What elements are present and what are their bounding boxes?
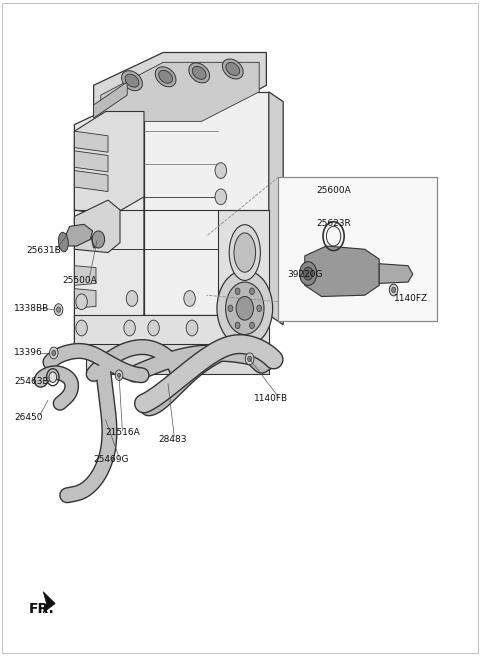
Ellipse shape xyxy=(125,74,139,87)
Ellipse shape xyxy=(159,70,172,83)
Circle shape xyxy=(92,231,105,248)
Polygon shape xyxy=(269,92,283,325)
Circle shape xyxy=(389,284,398,296)
Text: 1140FB: 1140FB xyxy=(254,394,288,403)
Ellipse shape xyxy=(234,233,256,272)
Polygon shape xyxy=(43,592,55,613)
Circle shape xyxy=(236,297,253,320)
Polygon shape xyxy=(144,92,269,315)
Polygon shape xyxy=(74,92,144,348)
Bar xyxy=(278,177,437,321)
Circle shape xyxy=(54,304,63,316)
Circle shape xyxy=(228,305,233,312)
Polygon shape xyxy=(74,151,108,172)
Text: 25623R: 25623R xyxy=(317,218,351,228)
Circle shape xyxy=(184,291,195,306)
Text: 1338BB: 1338BB xyxy=(14,304,49,313)
Circle shape xyxy=(76,294,87,310)
Ellipse shape xyxy=(59,232,68,252)
Circle shape xyxy=(300,262,317,285)
Polygon shape xyxy=(74,200,120,253)
Text: 1140FZ: 1140FZ xyxy=(394,294,428,303)
Circle shape xyxy=(235,288,240,295)
Text: 25631B: 25631B xyxy=(26,246,61,255)
Polygon shape xyxy=(62,224,93,246)
Polygon shape xyxy=(86,344,269,374)
Circle shape xyxy=(215,163,227,178)
Circle shape xyxy=(126,291,138,306)
Ellipse shape xyxy=(229,224,261,281)
Text: FR.: FR. xyxy=(29,602,55,616)
Circle shape xyxy=(257,305,262,312)
Ellipse shape xyxy=(192,66,206,79)
Ellipse shape xyxy=(155,67,176,87)
Circle shape xyxy=(392,287,396,293)
Circle shape xyxy=(124,320,135,336)
Circle shape xyxy=(57,307,60,312)
Circle shape xyxy=(118,373,120,377)
Circle shape xyxy=(148,320,159,336)
Text: 25600A: 25600A xyxy=(317,186,351,195)
Circle shape xyxy=(186,320,198,336)
Circle shape xyxy=(115,370,123,380)
Polygon shape xyxy=(94,52,266,118)
Text: 39220G: 39220G xyxy=(287,270,323,279)
Circle shape xyxy=(215,189,227,205)
Text: 26450: 26450 xyxy=(14,413,43,422)
Circle shape xyxy=(250,288,254,295)
Polygon shape xyxy=(74,289,96,308)
Polygon shape xyxy=(218,210,269,348)
Circle shape xyxy=(49,372,57,382)
Ellipse shape xyxy=(121,71,143,91)
Polygon shape xyxy=(74,171,108,192)
Circle shape xyxy=(303,267,313,280)
Polygon shape xyxy=(74,112,144,216)
Circle shape xyxy=(226,282,264,335)
Circle shape xyxy=(245,353,254,365)
Polygon shape xyxy=(74,315,269,348)
Text: 13396: 13396 xyxy=(14,348,43,358)
Ellipse shape xyxy=(226,62,240,75)
Polygon shape xyxy=(74,266,96,285)
Text: 21516A: 21516A xyxy=(106,428,140,438)
Polygon shape xyxy=(91,233,105,248)
Polygon shape xyxy=(101,62,259,121)
Circle shape xyxy=(250,322,254,329)
Circle shape xyxy=(235,322,240,329)
Polygon shape xyxy=(74,131,108,152)
Text: 25463E: 25463E xyxy=(14,377,48,386)
Text: 28483: 28483 xyxy=(158,435,187,444)
Polygon shape xyxy=(379,264,413,283)
Ellipse shape xyxy=(222,59,243,79)
Circle shape xyxy=(76,320,87,336)
Circle shape xyxy=(248,356,252,361)
Polygon shape xyxy=(94,82,127,118)
Text: 25469G: 25469G xyxy=(94,455,129,464)
Circle shape xyxy=(52,350,56,356)
Ellipse shape xyxy=(189,63,210,83)
Text: 25500A: 25500A xyxy=(62,276,97,285)
Circle shape xyxy=(49,347,58,359)
Polygon shape xyxy=(305,246,379,297)
Circle shape xyxy=(217,270,273,346)
